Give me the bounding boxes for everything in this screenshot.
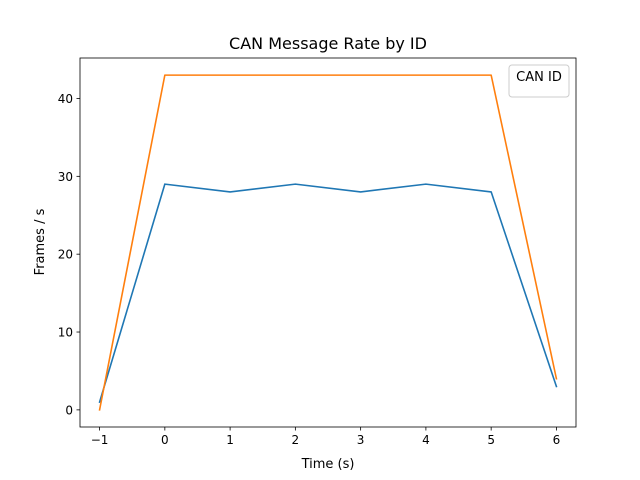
- legend-box: [508, 64, 570, 98]
- x-axis-label: Time (s): [301, 457, 355, 472]
- x-axis-ticks: −1 0 1 2 3 4 5 6: [91, 427, 561, 447]
- legend-title: CAN ID: [516, 70, 562, 85]
- x-tick-label: 5: [487, 433, 495, 447]
- x-tick-label: 2: [292, 433, 300, 447]
- y-axis-ticks: 0 10 20 30 40: [58, 92, 80, 417]
- x-tick-label: 1: [226, 433, 234, 447]
- y-tick-label: 20: [58, 248, 73, 262]
- axes-frame: [79, 57, 577, 428]
- series-line-1: [98, 183, 558, 404]
- x-tick-label: −1: [91, 433, 109, 447]
- y-tick-label: 10: [58, 326, 73, 340]
- x-tick-label: 6: [553, 433, 561, 447]
- y-tick-label: 30: [58, 170, 73, 184]
- plot-area: −1 0 1 2 3 4 5 6 0 10 20 30 40: [58, 57, 577, 447]
- series-layer: [98, 74, 558, 411]
- legend: CAN ID: [508, 64, 570, 98]
- x-tick-label: 4: [422, 433, 430, 447]
- y-axis-label: Frames / s: [33, 208, 48, 275]
- y-tick-label: 0: [65, 403, 73, 417]
- chart-title: CAN Message Rate by ID: [229, 34, 427, 53]
- series-line-2: [98, 74, 558, 411]
- x-tick-label: 0: [161, 433, 169, 447]
- y-tick-label: 40: [58, 92, 73, 106]
- x-tick-label: 3: [357, 433, 365, 447]
